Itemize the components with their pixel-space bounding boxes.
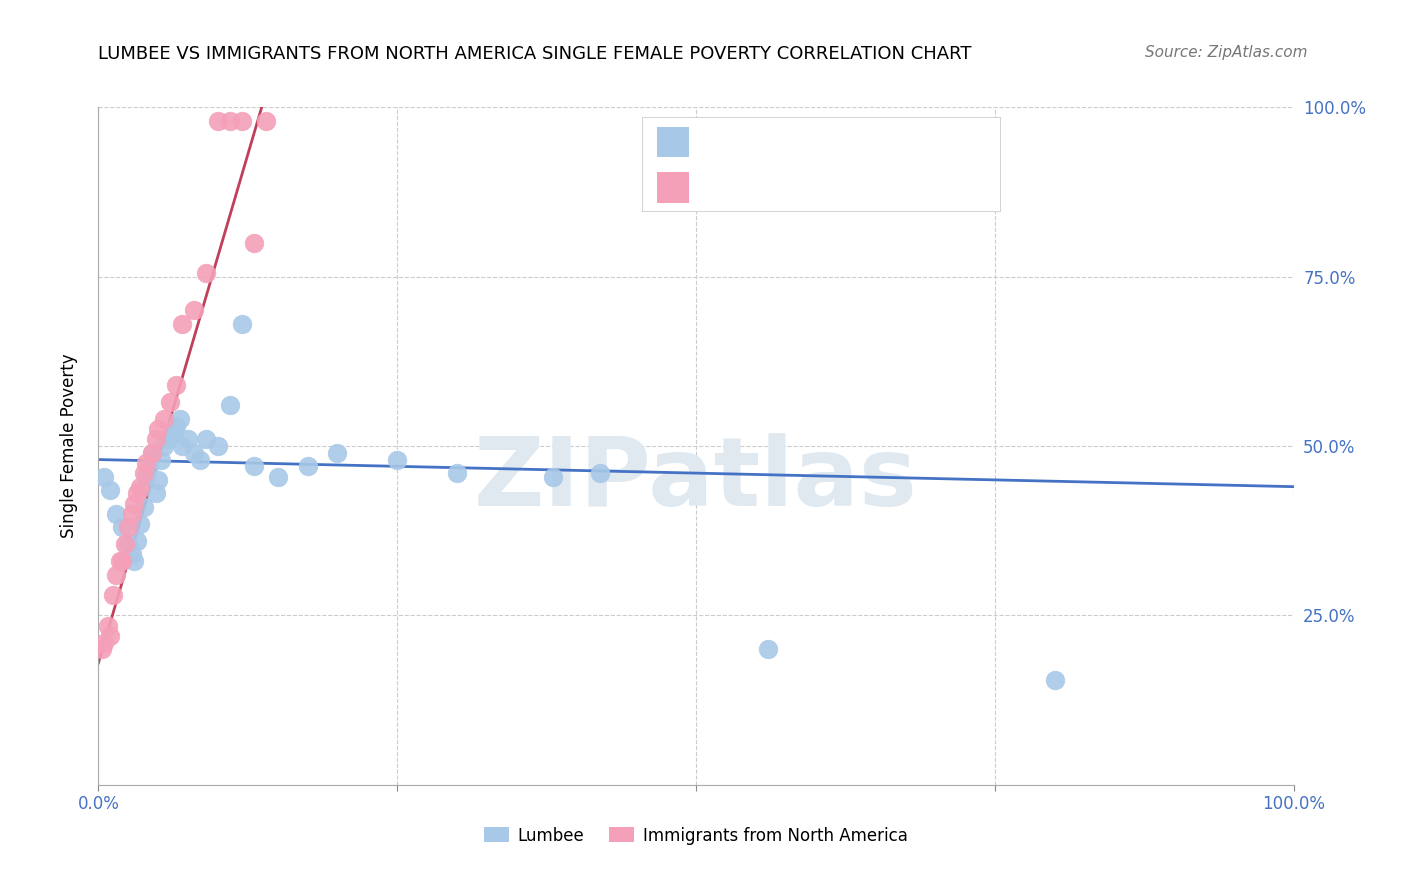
Point — [148, 473, 170, 487]
Point — [111, 554, 134, 568]
Point — [183, 303, 205, 318]
Point — [101, 588, 124, 602]
Point — [183, 446, 205, 460]
Point — [141, 446, 163, 460]
Point — [153, 412, 176, 426]
Point — [254, 113, 277, 128]
Point — [108, 554, 131, 568]
Point — [149, 452, 172, 467]
Point — [243, 235, 266, 250]
Point — [219, 398, 242, 412]
Point — [105, 567, 128, 582]
Point — [541, 469, 564, 483]
Point — [111, 520, 134, 534]
Point — [93, 635, 115, 649]
Point — [231, 317, 253, 331]
Point — [297, 459, 319, 474]
Y-axis label: Single Female Poverty: Single Female Poverty — [59, 354, 77, 538]
Point — [756, 642, 779, 657]
Point — [172, 439, 194, 453]
Point — [93, 469, 115, 483]
Point — [145, 486, 167, 500]
Point — [135, 469, 157, 483]
Point — [156, 432, 179, 446]
Point — [129, 480, 152, 494]
Point — [195, 432, 218, 446]
Point — [135, 456, 157, 470]
Point — [125, 533, 148, 548]
Point — [172, 317, 194, 331]
Point — [267, 469, 290, 483]
Point — [105, 507, 128, 521]
Point — [385, 452, 409, 467]
Point — [125, 486, 148, 500]
Point — [114, 537, 136, 551]
Point — [98, 483, 122, 497]
Point — [159, 395, 181, 409]
Point — [148, 422, 170, 436]
Point — [326, 446, 349, 460]
Point — [219, 113, 242, 128]
Point — [117, 520, 139, 534]
Point — [165, 418, 187, 433]
Point — [132, 466, 155, 480]
Point — [589, 466, 612, 480]
Point — [124, 554, 146, 568]
Text: ZIPatlas: ZIPatlas — [474, 434, 918, 526]
Point — [117, 537, 139, 551]
Point — [145, 432, 167, 446]
Point — [124, 497, 146, 511]
Point — [129, 516, 152, 531]
Point — [207, 113, 229, 128]
Point — [98, 629, 122, 643]
Point — [159, 429, 181, 443]
Point — [207, 439, 229, 453]
Point — [188, 452, 211, 467]
Point — [138, 459, 160, 474]
Point — [132, 500, 155, 514]
Point — [97, 618, 120, 632]
Point — [169, 412, 191, 426]
Point — [91, 642, 114, 657]
Point — [121, 548, 143, 562]
Point — [446, 466, 468, 480]
Text: Source: ZipAtlas.com: Source: ZipAtlas.com — [1144, 45, 1308, 60]
Point — [163, 425, 186, 440]
Point — [153, 439, 176, 453]
Legend: Lumbee, Immigrants from North America: Lumbee, Immigrants from North America — [478, 820, 914, 851]
Text: LUMBEE VS IMMIGRANTS FROM NORTH AMERICA SINGLE FEMALE POVERTY CORRELATION CHART: LUMBEE VS IMMIGRANTS FROM NORTH AMERICA … — [98, 45, 972, 62]
Point — [195, 266, 218, 280]
Point — [243, 459, 266, 474]
Point — [141, 446, 163, 460]
Point — [121, 507, 143, 521]
Point — [177, 432, 200, 446]
Point — [165, 378, 187, 392]
Point — [231, 113, 253, 128]
Point — [1043, 673, 1066, 687]
